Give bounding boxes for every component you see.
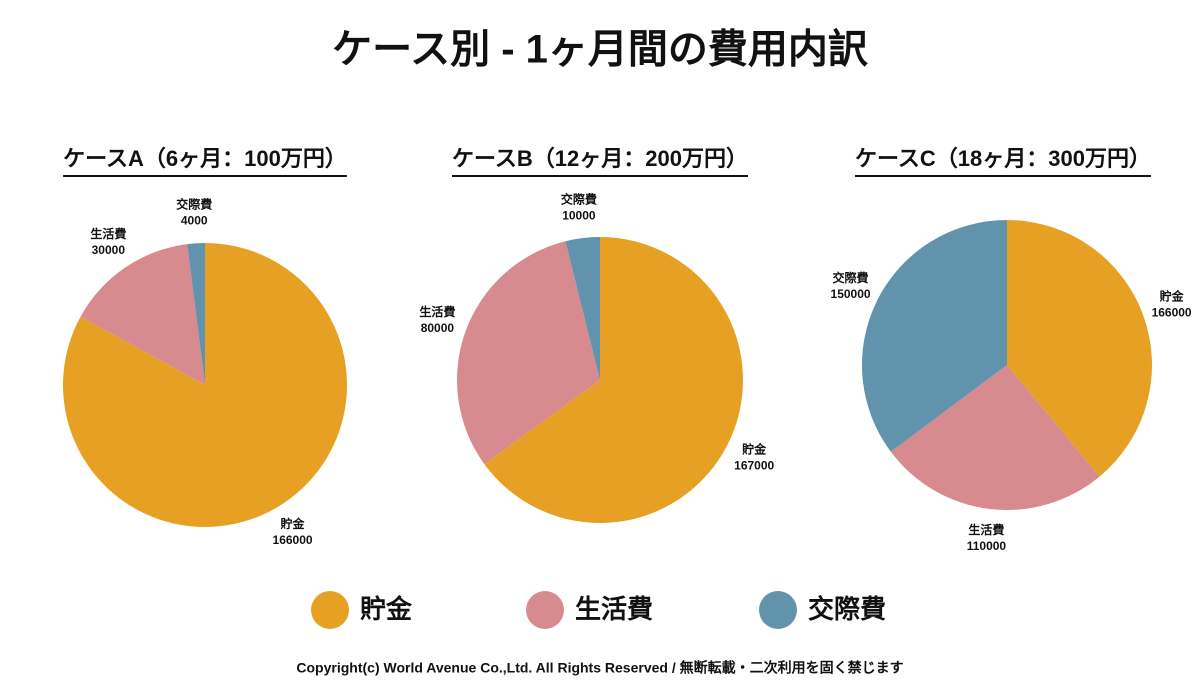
slice-label: 交際費 [561,191,597,206]
slice-label: 交際費 [833,270,869,285]
pie-slice [890,365,1100,510]
slice-value: 10000 [562,208,596,222]
slice-label: 貯金 [281,516,306,531]
slice-value: 30000 [92,243,126,257]
slice-label: 貯金 [742,442,767,457]
slice-value: 80000 [421,321,455,335]
slice-value: 167000 [734,459,774,473]
slice-label: 生活費 [968,522,1004,537]
slice-label: 交際費 [176,197,212,212]
slice-label: 生活費 [90,226,126,241]
legend-marker [759,591,797,629]
pie-slice [62,243,347,527]
pie-slice [187,243,205,385]
pie-slice [80,244,205,385]
slice-label: 貯金 [1160,289,1185,304]
chart-title: ケースC（18ヶ月：300万円） [855,146,1151,171]
legend-marker [311,591,349,629]
slice-value: 4000 [181,214,208,228]
slice-label: 生活費 [419,304,455,319]
legend-label: 交際費 [808,594,886,624]
chart-title: ケースA（6ヶ月：100万円） [63,146,347,171]
legend-label: 生活費 [575,594,653,624]
pie-slice [457,241,600,465]
page-title: ケース別 - 1ヶ月間の費用内訳 [332,28,869,72]
slice-value: 150000 [831,287,871,301]
legend-label: 貯金 [360,594,413,624]
pie-slice [862,220,1007,452]
copyright: Copyright(c) World Avenue Co.,Ltd. All R… [296,660,903,676]
pie-slice [565,237,600,380]
legend-marker [526,591,564,629]
chart-title: ケースB（12ヶ月：200万円） [452,146,748,171]
slice-value: 166000 [273,533,313,547]
slice-value: 110000 [967,539,1007,553]
pie-slice [1007,220,1153,477]
pie-slice [484,237,743,523]
slice-value: 166000 [1152,306,1192,320]
